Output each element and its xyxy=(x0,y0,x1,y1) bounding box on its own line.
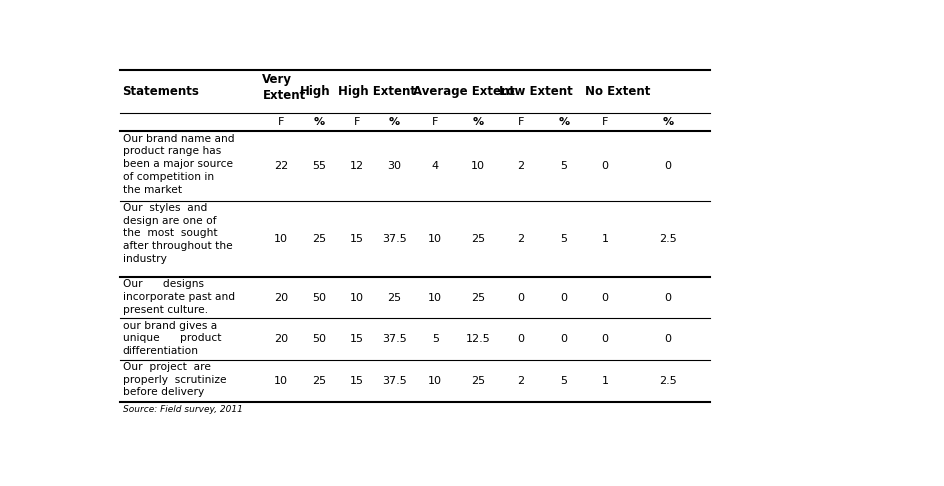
Text: 12.5: 12.5 xyxy=(465,334,490,344)
Text: 2: 2 xyxy=(516,376,524,386)
Text: 10: 10 xyxy=(428,293,442,303)
Text: Low Extent: Low Extent xyxy=(498,85,572,98)
Text: 25: 25 xyxy=(312,376,326,386)
Text: our brand gives a
unique      product
differentiation: our brand gives a unique product differe… xyxy=(123,321,221,356)
Text: 10: 10 xyxy=(471,161,484,171)
Text: 5: 5 xyxy=(560,161,566,171)
Text: 55: 55 xyxy=(312,161,326,171)
Text: Statements: Statements xyxy=(123,85,199,98)
Text: F: F xyxy=(353,117,360,127)
Text: 15: 15 xyxy=(349,234,363,244)
Text: 50: 50 xyxy=(312,334,326,344)
Text: High: High xyxy=(299,85,330,98)
Text: Source: Field survey, 2011: Source: Field survey, 2011 xyxy=(123,405,243,414)
Text: 50: 50 xyxy=(312,293,326,303)
Text: 0: 0 xyxy=(664,161,670,171)
Text: F: F xyxy=(278,117,284,127)
Text: Very
Extent: Very Extent xyxy=(262,73,305,102)
Text: 30: 30 xyxy=(387,161,401,171)
Text: %: % xyxy=(389,117,399,127)
Text: F: F xyxy=(431,117,438,127)
Text: 0: 0 xyxy=(517,334,524,344)
Text: 1: 1 xyxy=(601,234,608,244)
Text: Our  project  are
properly  scrutinize
before delivery: Our project are properly scrutinize befo… xyxy=(123,362,226,398)
Text: 2.5: 2.5 xyxy=(658,234,676,244)
Text: 25: 25 xyxy=(312,234,326,244)
Text: 10: 10 xyxy=(274,376,288,386)
Text: %: % xyxy=(558,117,568,127)
Text: %: % xyxy=(662,117,673,127)
Text: 12: 12 xyxy=(349,161,363,171)
Text: High Extent: High Extent xyxy=(337,85,415,98)
Text: 0: 0 xyxy=(601,161,608,171)
Text: %: % xyxy=(472,117,483,127)
Text: 5: 5 xyxy=(431,334,438,344)
Text: 10: 10 xyxy=(428,234,442,244)
Text: 2: 2 xyxy=(516,161,524,171)
Text: 0: 0 xyxy=(517,293,524,303)
Text: F: F xyxy=(517,117,524,127)
Text: 10: 10 xyxy=(349,293,363,303)
Text: F: F xyxy=(601,117,608,127)
Text: Average Extent: Average Extent xyxy=(413,85,514,98)
Text: 20: 20 xyxy=(274,334,288,344)
Text: 10: 10 xyxy=(428,376,442,386)
Text: 25: 25 xyxy=(470,376,484,386)
Text: 37.5: 37.5 xyxy=(381,376,407,386)
Text: 15: 15 xyxy=(349,334,363,344)
Text: 0: 0 xyxy=(560,334,566,344)
Text: 37.5: 37.5 xyxy=(381,334,407,344)
Text: 37.5: 37.5 xyxy=(381,234,407,244)
Text: 4: 4 xyxy=(431,161,438,171)
Text: 5: 5 xyxy=(560,234,566,244)
Text: Our brand name and
product range has
been a major source
of competition in
the m: Our brand name and product range has bee… xyxy=(123,134,234,195)
Text: 15: 15 xyxy=(349,376,363,386)
Text: 25: 25 xyxy=(387,293,401,303)
Text: Our  styles  and
design are one of
the  most  sought
after throughout the
indust: Our styles and design are one of the mos… xyxy=(123,203,232,264)
Text: No Extent: No Extent xyxy=(584,85,649,98)
Text: 0: 0 xyxy=(664,334,670,344)
Text: %: % xyxy=(312,117,324,127)
Text: 25: 25 xyxy=(470,234,484,244)
Text: 25: 25 xyxy=(470,293,484,303)
Text: 0: 0 xyxy=(601,293,608,303)
Text: 5: 5 xyxy=(560,376,566,386)
Text: 22: 22 xyxy=(274,161,288,171)
Text: Our      designs
incorporate past and
present culture.: Our designs incorporate past and present… xyxy=(123,279,234,315)
Text: 0: 0 xyxy=(601,334,608,344)
Text: 0: 0 xyxy=(664,293,670,303)
Text: 2.5: 2.5 xyxy=(658,376,676,386)
Text: 0: 0 xyxy=(560,293,566,303)
Text: 2: 2 xyxy=(516,234,524,244)
Text: 1: 1 xyxy=(601,376,608,386)
Text: 20: 20 xyxy=(274,293,288,303)
Text: 10: 10 xyxy=(274,234,288,244)
